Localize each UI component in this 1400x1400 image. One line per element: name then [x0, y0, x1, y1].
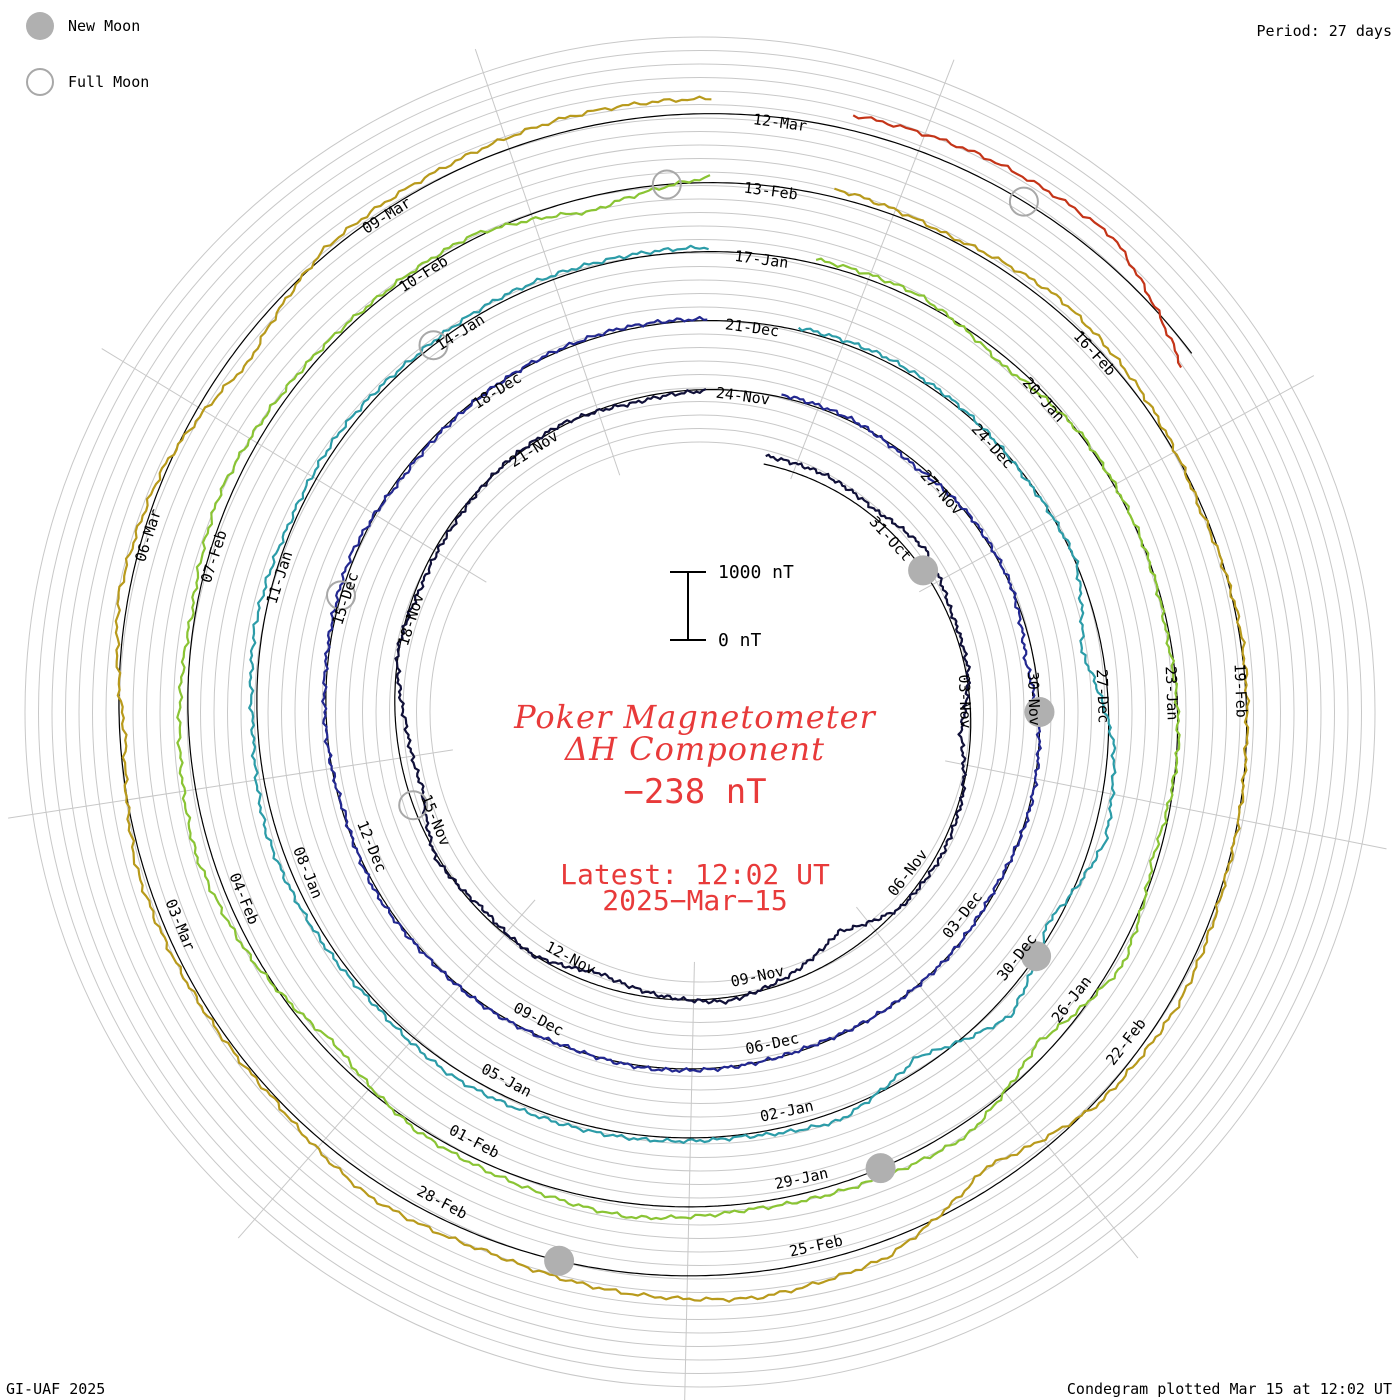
scale-top-label: 1000 nT [718, 562, 794, 583]
tick-label: 12-Dec [353, 818, 390, 875]
series-trace-2025-01-17 [176, 174, 1181, 1221]
date-tick-labels: 31-Oct03-Nov06-Nov09-Nov12-Nov15-Nov18-N… [131, 110, 1250, 1260]
tick-label: 12-Nov [542, 938, 598, 979]
chart-title: Poker Magnetometer [514, 698, 876, 736]
latest-date: 2025−Mar−15 [602, 884, 788, 917]
full-moon-marker [418, 330, 449, 361]
tick-label: 18-Dec [469, 369, 524, 413]
new-moon-marker [865, 1153, 896, 1184]
plotted-timestamp: Condegram plotted Mar 15 at 12:02 UT [1066, 1380, 1392, 1398]
series-traces [114, 95, 1251, 1303]
tick-label: 27-Dec [1093, 669, 1113, 724]
series-trace-2025-02-13 [114, 95, 1251, 1303]
new-moon-label: New Moon [68, 17, 141, 35]
tick-label: 24-Nov [715, 384, 771, 409]
legend-full-moon: Full Moon [26, 68, 149, 96]
legend-new-moon: New Moon [26, 12, 140, 40]
new-moon-marker [908, 555, 939, 586]
current-value: −238 nT [623, 772, 767, 812]
new-moon-marker [544, 1245, 575, 1276]
tick-label: 12-Mar [752, 110, 808, 135]
tick-label: 27-Nov [917, 466, 967, 518]
series-trace-2025-03-12 [852, 114, 1183, 369]
tick-label: 09-Dec [510, 999, 566, 1040]
new-moon-marker [1024, 697, 1055, 727]
tick-label: 20-Jan [1019, 374, 1069, 426]
full-moon-marker [651, 169, 682, 200]
tick-label: 23-Jan [1162, 666, 1182, 721]
series-trace-2024-10-28 [394, 388, 971, 1005]
full-moon-marker [1008, 186, 1039, 217]
tick-label: 30-Nov [1024, 671, 1044, 726]
new-moon-icon [26, 12, 54, 40]
scale-bar [670, 571, 706, 641]
new-moon-marker [1021, 941, 1052, 972]
scale-bottom-label: 0 nT [718, 630, 762, 651]
full-moon-marker [398, 790, 429, 821]
tick-label: 22-Feb [1102, 1015, 1149, 1069]
tick-label: 10-Feb [396, 252, 451, 296]
series-trace-2024-12-21 [248, 244, 1117, 1144]
radial-spokes [8, 48, 1387, 1400]
tick-label: 21-Dec [724, 315, 780, 340]
tick-label: 19-Feb [1231, 663, 1251, 718]
chart-subtitle: ΔH Component [564, 730, 826, 768]
latest-time: Latest: 12:02 UT [560, 858, 830, 891]
tick-label: 13-Feb [743, 178, 799, 203]
series-trace-2024-11-24 [321, 315, 1042, 1073]
moon-phase-markers [326, 169, 1055, 1276]
full-moon-marker [326, 580, 356, 611]
tick-label: 18-Nov [394, 591, 428, 648]
tick-label: 24-Dec [968, 420, 1018, 472]
tick-label: 03-Nov [955, 674, 975, 729]
tick-label: 15-Dec [329, 570, 363, 627]
full-moon-label: Full Moon [68, 73, 150, 91]
tick-label: 16-Feb [1070, 327, 1120, 379]
full-moon-icon [26, 68, 54, 96]
credit-label: GI-UAF 2025 [6, 1380, 106, 1398]
period-label: Period: 27 days [1256, 22, 1392, 40]
tick-label: 05-Jan [478, 1060, 534, 1101]
